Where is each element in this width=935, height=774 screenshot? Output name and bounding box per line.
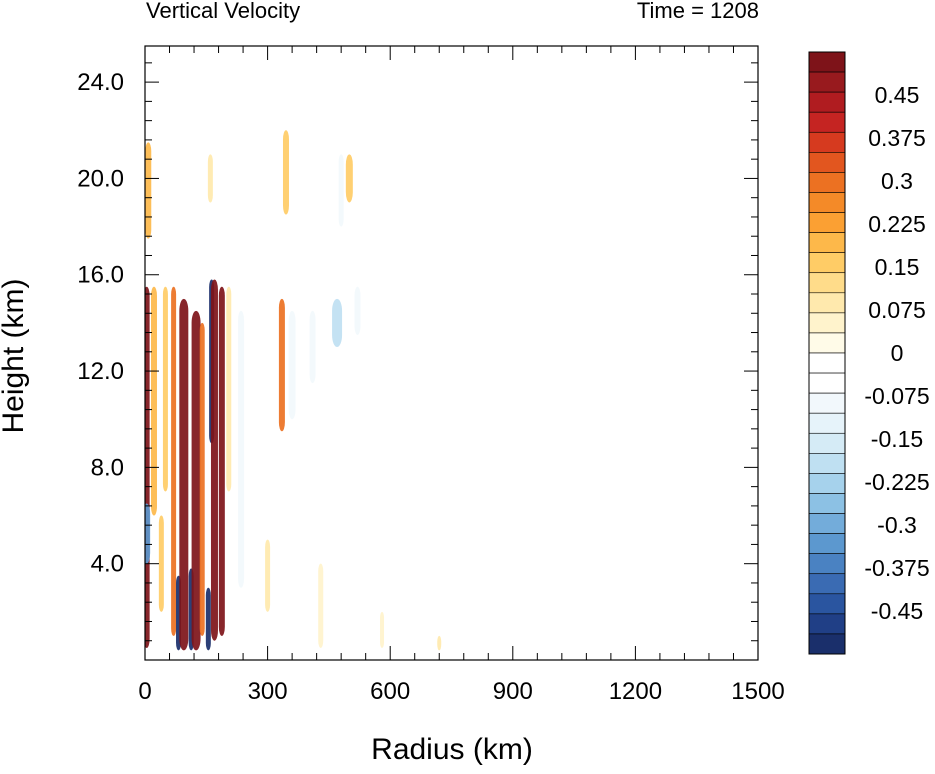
x-tick-label: 1500 [731, 678, 784, 705]
velocity-feature [150, 286, 157, 516]
colorbar-segment [808, 131, 846, 153]
colorbar-segment [808, 51, 846, 73]
colorbar-segment [808, 312, 846, 334]
colorbar-segment [808, 192, 846, 213]
x-tick-label: 1200 [609, 678, 662, 705]
x-tick-label: 0 [138, 678, 151, 705]
colorbar-tick-label: 0.45 [875, 82, 920, 108]
colorbar: 0.45 0.375 0.3 0.225 0.15 0.075 0 -0.075 -0.15 -0… [808, 51, 930, 655]
plot-area [145, 46, 758, 660]
velocity-feature [218, 286, 225, 636]
colorbar-segment [808, 352, 846, 374]
y-tick-label: 4.0 [91, 551, 124, 578]
colorbar-tick-label: -0.3 [877, 512, 917, 538]
velocity-feature [210, 279, 218, 641]
colorbar-segment [808, 473, 846, 494]
velocity-feature [288, 310, 296, 420]
colorbar-segment [808, 633, 846, 655]
velocity-feature [199, 322, 205, 636]
colorbar-segment [808, 493, 846, 514]
velocity-feature [162, 286, 168, 492]
colorbar-segment [808, 292, 846, 314]
plot-frame [144, 45, 759, 661]
velocity-feature [354, 286, 361, 335]
colorbar-tick-label: 0.075 [868, 297, 926, 323]
velocity-feature [145, 503, 151, 564]
colorbar-tick-label: -0.225 [864, 469, 929, 495]
velocity-feature [380, 611, 385, 648]
colorbar-tick-label: 0.3 [881, 168, 913, 194]
x-tick-label: 300 [248, 678, 288, 705]
velocity-feature [179, 298, 189, 651]
velocity-feature [265, 539, 271, 612]
chart-title: Vertical Velocity [146, 0, 301, 23]
colorbar-tick-label: 0.375 [868, 125, 926, 151]
colorbar-segment [808, 392, 846, 414]
colorbar-segment [808, 212, 846, 233]
velocity-feature [171, 286, 177, 636]
colorbar-tick-label: -0.45 [871, 598, 923, 624]
y-axis-label: Height (km) [0, 278, 30, 434]
x-tick-label: 600 [370, 678, 410, 705]
colorbar-segment [808, 111, 846, 133]
colorbar-segment [808, 372, 846, 394]
axes: 0 300 600 900 1200 1500 4.0 8.0 12.0 16.0 20.0 24.0 [77, 45, 785, 705]
velocity-feature [332, 298, 343, 347]
velocity-feature [145, 142, 152, 239]
y-tick-label: 20.0 [77, 165, 124, 192]
colorbar-segment [808, 232, 846, 253]
colorbar-segment [808, 513, 846, 534]
x-tick-label: 900 [493, 678, 533, 705]
colorbar-tick-label: -0.075 [864, 383, 929, 409]
y-tick-label: 8.0 [91, 454, 124, 481]
velocity-feature [338, 154, 344, 227]
velocity-feature [226, 286, 232, 492]
colorbar-segment [808, 272, 846, 294]
colorbar-segment [808, 172, 846, 193]
velocity-feature [246, 322, 252, 468]
velocity-feature [248, 166, 254, 239]
colorbar-frame [808, 51, 846, 655]
velocity-feature [278, 298, 285, 432]
colorbar-segment [808, 152, 846, 173]
velocity-feature [309, 310, 316, 384]
velocity-feature [158, 515, 164, 612]
colorbar-segment [808, 613, 846, 635]
velocity-feature [345, 154, 353, 203]
colorbar-segment [808, 332, 846, 354]
velocity-feature [437, 371, 442, 420]
colorbar-segment [808, 252, 846, 274]
colorbar-segment [808, 412, 846, 434]
colorbar-tick-label: 0.15 [875, 254, 920, 280]
colorbar-tick-label: 0 [891, 340, 904, 366]
time-label: Time = 1208 [636, 0, 759, 23]
colorbar-tick-label: -0.375 [864, 555, 929, 581]
colorbar-segment [808, 533, 846, 554]
plot-background [145, 46, 758, 660]
colorbar-tick-label: -0.15 [871, 426, 923, 452]
colorbar-segment [808, 71, 846, 93]
velocity-feature [191, 310, 201, 651]
velocity-feature [437, 635, 442, 651]
colorbar-segment [808, 432, 846, 454]
colorbar-segment [808, 573, 846, 595]
y-tick-label: 24.0 [77, 69, 124, 96]
colorbar-segment [808, 593, 846, 615]
velocity-feature [238, 310, 245, 588]
colorbar-segment [808, 91, 846, 113]
colorbar-segment [808, 453, 846, 474]
velocity-feature [282, 130, 289, 215]
velocity-feature [318, 563, 324, 648]
velocity-feature [205, 587, 211, 651]
colorbar-tick-label: 0.225 [868, 211, 926, 237]
velocity-feature [207, 154, 213, 203]
y-tick-label: 12.0 [77, 358, 124, 385]
colorbar-segment [808, 553, 846, 575]
x-axis-label: Radius (km) [371, 733, 533, 766]
y-tick-label: 16.0 [77, 262, 124, 289]
